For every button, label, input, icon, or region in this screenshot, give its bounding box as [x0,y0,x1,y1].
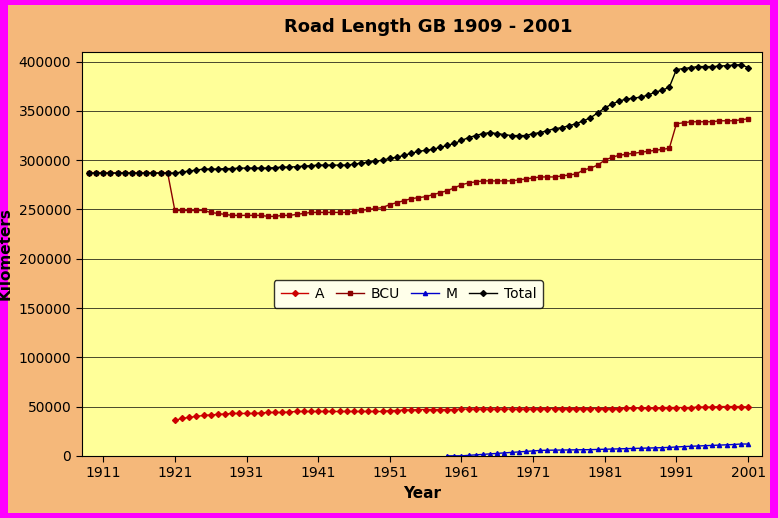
M [643,445,653,451]
M [521,448,531,454]
Total [414,148,423,154]
M [664,444,674,451]
M [671,444,681,450]
M [572,447,581,453]
M [608,446,617,452]
M [471,452,481,458]
M [492,450,502,456]
M [744,441,753,447]
M [557,447,566,453]
M [657,444,667,451]
A [170,418,180,424]
Total [170,170,180,176]
M [564,447,573,453]
M [586,447,595,453]
BCU [744,116,753,122]
M [464,452,473,458]
BCU [550,174,559,180]
M [615,445,624,452]
Total [84,170,93,176]
BCU [421,194,430,200]
M [443,453,452,459]
M [579,447,588,453]
Total [220,165,230,171]
A [664,405,674,411]
Total [608,101,617,107]
A [485,406,495,412]
Line: M: M [445,442,750,458]
M [693,443,703,449]
A [593,406,602,412]
M [629,445,638,452]
BCU [84,170,93,176]
M [499,450,509,456]
Legend: A, BCU, M, Total: A, BCU, M, Total [274,280,543,308]
Total [543,127,552,134]
M [457,453,466,459]
M [593,447,602,453]
M [507,449,517,455]
M [636,445,645,451]
M [450,453,459,459]
Total [191,167,201,173]
BCU [220,211,230,218]
Total [744,64,753,70]
A [528,406,538,412]
M [600,446,609,452]
M [679,443,689,450]
M [478,451,488,457]
M [514,449,524,455]
A [715,404,724,410]
BCU [615,152,624,159]
Y-axis label: Kilometers: Kilometers [0,207,13,300]
BCU [170,207,180,213]
X-axis label: Year: Year [403,486,441,501]
M [700,442,710,449]
BCU [263,213,272,220]
M [543,447,552,453]
M [736,441,745,447]
M [485,451,495,457]
M [729,441,738,448]
M [650,445,660,451]
BCU [191,207,201,213]
M [686,443,696,450]
A [686,405,696,411]
M [622,445,631,452]
M [535,448,545,454]
Line: A: A [173,405,750,423]
M [722,442,731,448]
Line: BCU: BCU [87,117,750,219]
A [636,405,645,411]
A [744,404,753,410]
M [708,442,717,449]
Total [736,62,745,68]
M [550,447,559,453]
Text: Road Length GB 1909 - 2001: Road Length GB 1909 - 2001 [284,18,572,36]
M [528,448,538,454]
Line: Total: Total [87,63,750,175]
M [715,442,724,448]
